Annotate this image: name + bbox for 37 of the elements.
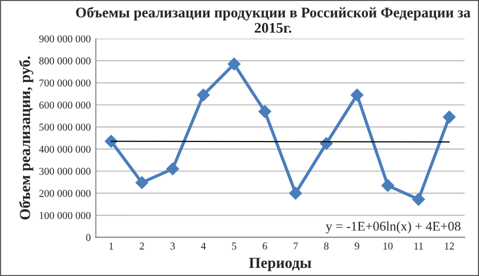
y-tick-label: 200 000 000 <box>39 190 91 197</box>
y-tick-label: 500 000 000 <box>39 124 91 131</box>
x-tick-label: 7 <box>294 242 298 250</box>
point <box>228 58 241 70</box>
x-tick-label: 6 <box>262 242 268 250</box>
x-tick-label: 11 <box>414 242 423 250</box>
x-tick-label: 10 <box>384 242 393 250</box>
point <box>258 105 272 118</box>
y-tick-label: 600 000 000 <box>39 102 91 109</box>
annotation: y = -1E+06ln(x) + 4E+08 <box>326 221 460 234</box>
y-tick-label: 900 000 000 <box>39 35 91 42</box>
y-tick-label: 300 000 000 <box>39 168 91 175</box>
x-tick-label: 8 <box>324 242 329 250</box>
x-tick-label: 3 <box>170 242 175 250</box>
point <box>135 176 148 190</box>
y-tick-label: 800 000 000 <box>39 57 91 64</box>
x-tick-label: 9 <box>354 242 360 250</box>
point <box>196 88 210 102</box>
y-tick-label: 0 <box>86 234 91 242</box>
x-tick-label: 2 <box>140 242 144 250</box>
x-tick-label: 12 <box>444 242 454 250</box>
y-tick-label: 700 000 000 <box>40 79 91 87</box>
y-tick-label: 400 000 000 <box>39 146 91 153</box>
point <box>381 179 394 192</box>
x-axis-title: Периоды <box>249 258 312 272</box>
x-tick-label: 4 <box>200 242 206 250</box>
y-axis-title: Объем реализации, руб. <box>19 56 34 220</box>
point <box>289 186 302 200</box>
x-tick-label: 1 <box>109 242 114 250</box>
point <box>412 192 425 206</box>
point <box>442 110 456 124</box>
y-tick-label: 100 000 000 <box>40 212 91 219</box>
point <box>104 134 118 148</box>
chart-title: Объемы реализации продукции в Российской Федерации за 2015г. <box>76 6 470 33</box>
point <box>350 88 364 102</box>
point <box>166 162 180 176</box>
x-tick-label: 5 <box>232 242 236 250</box>
